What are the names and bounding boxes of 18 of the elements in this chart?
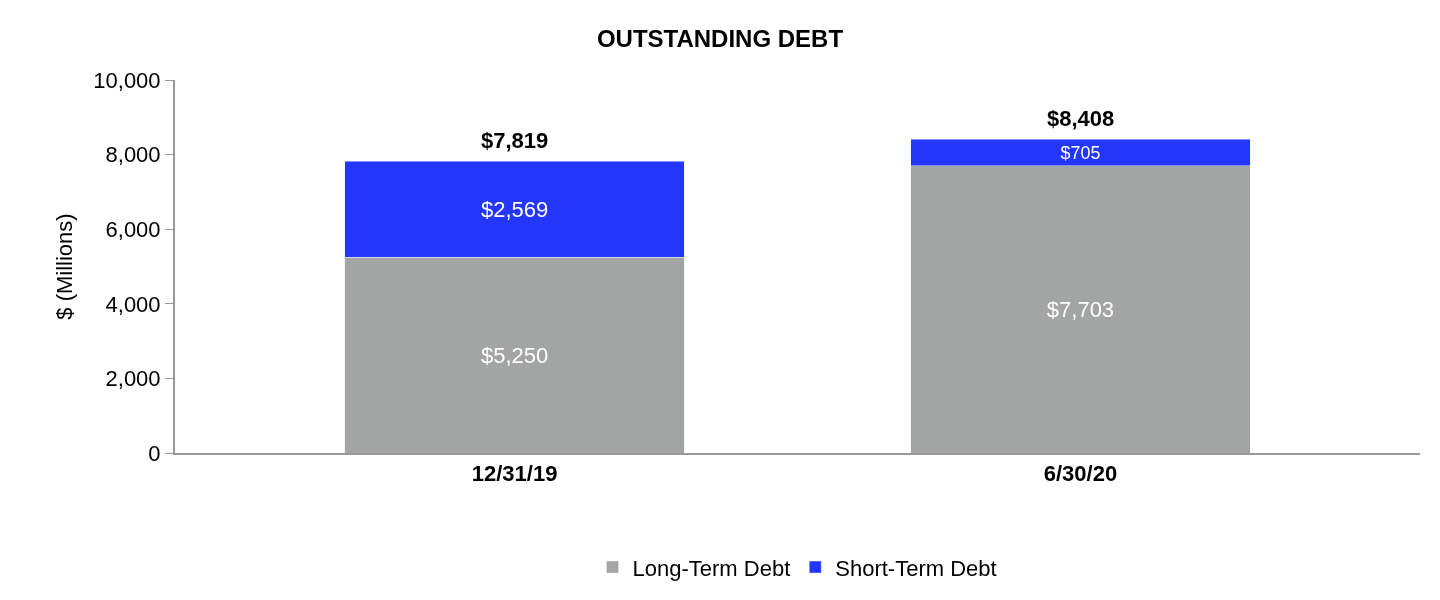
data-label: $2,569 — [480, 196, 549, 222]
x-tick-label: 6/30/20 — [1043, 461, 1118, 487]
y-tick-label: 8,000 — [105, 142, 161, 168]
total-label: $7,819 — [481, 128, 549, 153]
y-tick-label: 10,000 — [93, 67, 161, 93]
y-tick-label: 4,000 — [105, 291, 161, 317]
chart-title: OUTSTANDING DEBT — [596, 24, 844, 52]
x-tick-label: 12/31/19 — [471, 461, 558, 487]
y-tick-label: 6,000 — [105, 216, 161, 242]
data-label: $5,250 — [480, 342, 549, 368]
data-label: $7,703 — [1046, 296, 1115, 322]
legend-label: Short-Term Debt — [835, 555, 997, 581]
legend-label: Long-Term Debt — [632, 555, 791, 581]
total-label: $8,408 — [1047, 106, 1115, 131]
y-tick-label: 0 — [148, 440, 161, 466]
y-axis-title: $ (Millions) — [51, 213, 77, 320]
data-label: $705 — [1060, 142, 1101, 163]
y-tick-label: 2,000 — [105, 366, 161, 392]
